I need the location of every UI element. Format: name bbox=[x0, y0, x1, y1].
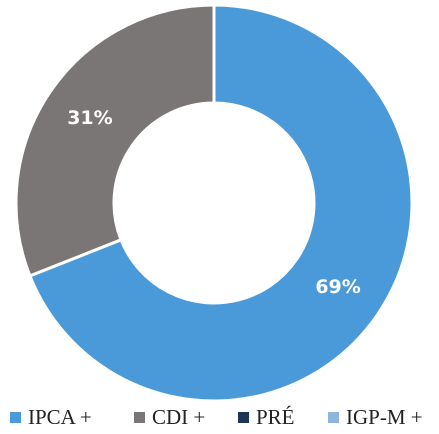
legend-label: IGP-M + bbox=[346, 405, 423, 429]
legend-label: PRÉ bbox=[256, 405, 295, 429]
legend-swatch bbox=[134, 412, 145, 423]
legend-swatch bbox=[10, 412, 21, 423]
legend-label: IPCA + bbox=[28, 405, 92, 429]
legend-label: CDI + bbox=[152, 405, 205, 429]
donut-slice bbox=[27, 3, 414, 403]
donut-slice bbox=[14, 3, 216, 278]
legend-swatch bbox=[328, 412, 339, 423]
value-label: 69% bbox=[315, 276, 360, 298]
value-label: 31% bbox=[67, 107, 112, 129]
legend-swatch bbox=[238, 412, 249, 423]
